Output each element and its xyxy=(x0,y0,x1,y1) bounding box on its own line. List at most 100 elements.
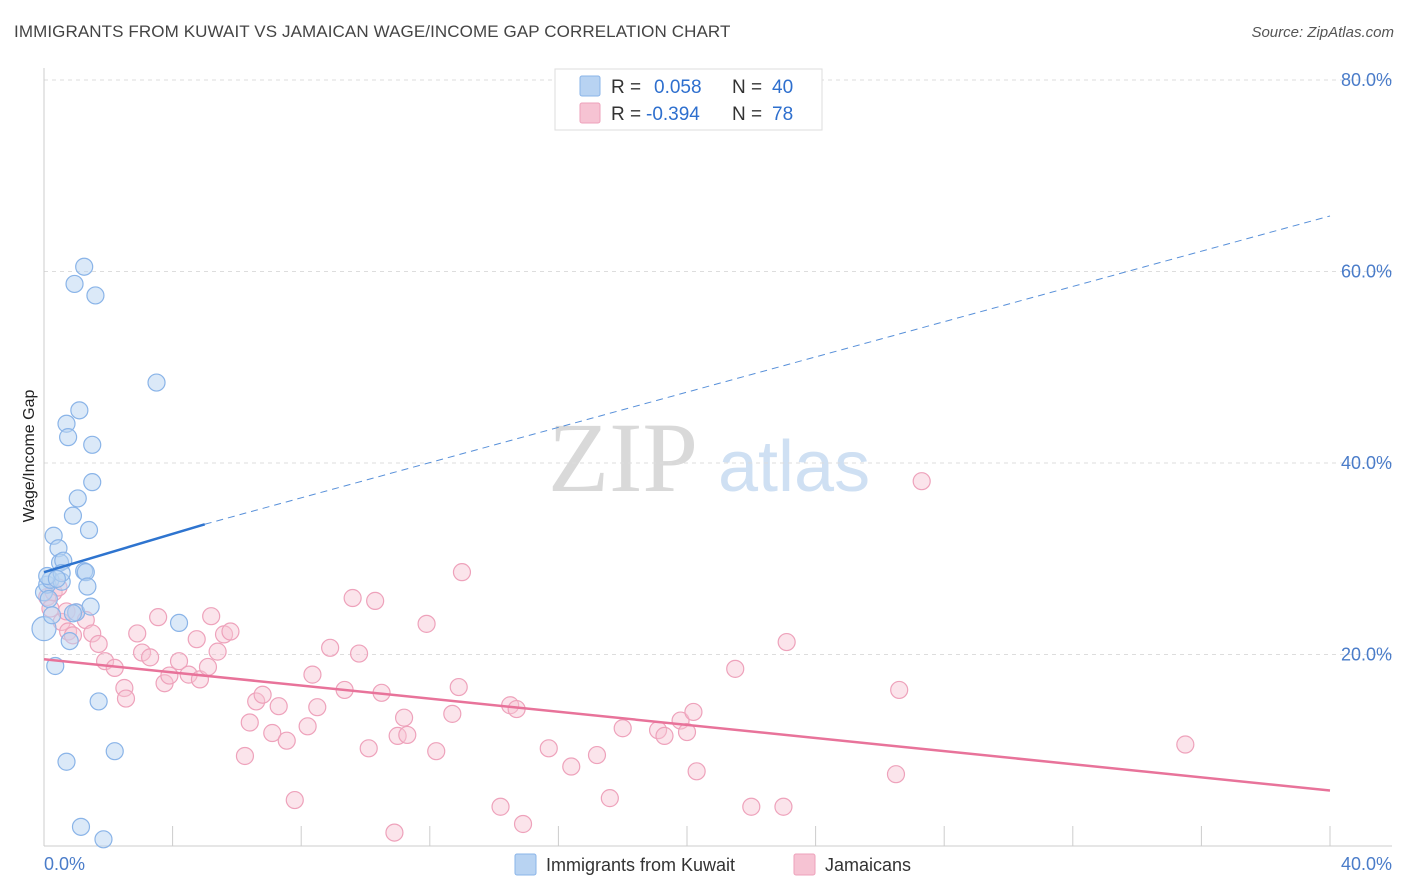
y-tick-label: 40.0% xyxy=(1341,453,1392,473)
jamaicans-point xyxy=(321,638,340,657)
legend-r-value-jamaicans: -0.394 xyxy=(646,104,700,125)
jamaicans-point xyxy=(116,689,136,708)
jamaicans-point xyxy=(890,680,909,700)
jamaicans-point xyxy=(198,657,218,677)
jamaicans-point xyxy=(349,644,369,663)
kuwait-point xyxy=(75,257,94,276)
jamaicans-point xyxy=(449,677,468,697)
jamaicans-point xyxy=(388,726,407,745)
jamaicans-point xyxy=(777,632,796,652)
legend: R = 0.058 N = 40 R = -0.394 N = 78 xyxy=(554,68,823,131)
jamaicans-point xyxy=(303,665,322,684)
jamaicans-point xyxy=(587,745,607,765)
kuwait-point xyxy=(65,274,84,294)
jamaicans-point xyxy=(513,814,533,834)
jamaicans-point xyxy=(269,697,288,716)
jamaicans-point xyxy=(774,797,793,816)
kuwait-point xyxy=(70,401,89,420)
bottom-legend-label-kuwait: Immigrants from Kuwait xyxy=(546,855,735,875)
jamaicans-point xyxy=(687,762,706,781)
jamaicans-point xyxy=(343,588,362,608)
y-tick-label: 80.0% xyxy=(1341,70,1392,90)
jamaicans-point xyxy=(684,702,703,722)
watermark-atlas: atlas xyxy=(718,427,870,507)
jamaicans-point xyxy=(247,692,266,711)
kuwait-point xyxy=(68,489,87,508)
kuwait-point xyxy=(86,286,105,305)
bottom-legend-swatch-kuwait xyxy=(514,853,537,876)
watermark: ZIP atlas xyxy=(548,402,870,513)
jamaicans-point xyxy=(613,719,632,738)
jamaicans-point xyxy=(886,765,906,784)
jamaicans-point xyxy=(169,652,189,671)
jamaicans-point xyxy=(263,723,282,743)
legend-n-label-kuwait: N = xyxy=(732,77,762,98)
jamaicans-point xyxy=(491,797,510,816)
kuwait-point xyxy=(83,435,102,454)
kuwait-point xyxy=(78,577,97,596)
jamaicans-point xyxy=(600,789,619,808)
jamaicans-point xyxy=(417,614,436,633)
watermark-zip: ZIP xyxy=(548,402,698,513)
jamaicans-point xyxy=(240,713,259,732)
jamaicans-point xyxy=(427,742,446,761)
kuwait-point xyxy=(47,569,66,588)
jamaicans-point xyxy=(277,731,296,750)
jamaicans-point xyxy=(253,685,272,704)
jamaicans-point xyxy=(726,659,745,678)
legend-n-label-jamaicans: N = xyxy=(732,104,762,125)
legend-r-label-kuwait: R = xyxy=(611,77,641,98)
jamaicans-point xyxy=(149,608,168,627)
jamaicans-point xyxy=(912,472,931,491)
y-tick-labels: 20.0% 40.0% 60.0% 80.0% xyxy=(1341,70,1392,665)
jamaicans-point xyxy=(221,622,240,641)
jamaicans-point xyxy=(208,642,227,661)
kuwait-point xyxy=(63,506,83,525)
y-tick-label: 60.0% xyxy=(1341,262,1392,282)
jamaicans-point xyxy=(385,823,404,842)
kuwait-point xyxy=(81,597,100,616)
kuwait-point xyxy=(94,830,113,849)
kuwait-point xyxy=(42,606,62,625)
series-jamaicans xyxy=(38,472,1195,842)
x-tick-label-min: 0.0% xyxy=(44,854,85,874)
y-axis-title: Wage/Income Gap xyxy=(21,390,38,523)
kuwait-point xyxy=(105,742,124,761)
jamaicans-point xyxy=(539,739,558,758)
jamaicans-point xyxy=(655,726,674,745)
kuwait-point xyxy=(169,613,189,633)
jamaicans-point xyxy=(394,708,414,727)
jamaicans-point xyxy=(235,746,255,766)
kuwait-point xyxy=(57,752,76,771)
legend-r-value-kuwait: 0.058 xyxy=(654,77,702,98)
jamaicans-point xyxy=(398,725,417,745)
kuwait-point xyxy=(83,473,102,492)
legend-n-value-jamaicans: 78 xyxy=(772,104,793,125)
bottom-legend-label-jamaicans: Jamaicans xyxy=(825,855,911,875)
jamaicans-point xyxy=(443,704,462,723)
jamaicans-point xyxy=(140,648,160,667)
bottom-legend-swatch-jamaicans xyxy=(793,853,816,876)
jamaicans-point xyxy=(128,624,147,643)
jamaicans-point xyxy=(298,717,317,736)
kuwait-trend-solid xyxy=(43,523,206,574)
legend-swatch-kuwait xyxy=(579,75,601,97)
jamaicans-point xyxy=(366,591,385,610)
axes xyxy=(43,68,1392,847)
kuwait-point xyxy=(89,692,108,711)
jamaicans-point xyxy=(359,739,378,758)
jamaicans-point xyxy=(562,757,581,776)
jamaicans-point xyxy=(452,563,472,582)
kuwait-point xyxy=(60,631,79,651)
jamaicans-point xyxy=(677,722,697,742)
kuwait-point xyxy=(59,428,78,447)
y-tick-label: 20.0% xyxy=(1341,645,1392,665)
jamaicans-point xyxy=(83,624,102,643)
kuwait-point xyxy=(63,604,83,623)
chart-title: IMMIGRANTS FROM KUWAIT VS JAMAICAN WAGE/… xyxy=(14,22,731,41)
chart-source: Source: ZipAtlas.com xyxy=(1251,24,1394,41)
jamaicans-point xyxy=(308,698,327,717)
kuwait-point xyxy=(147,373,166,392)
legend-r-label-jamaicans: R = xyxy=(611,104,641,125)
jamaicans-point xyxy=(160,666,179,685)
